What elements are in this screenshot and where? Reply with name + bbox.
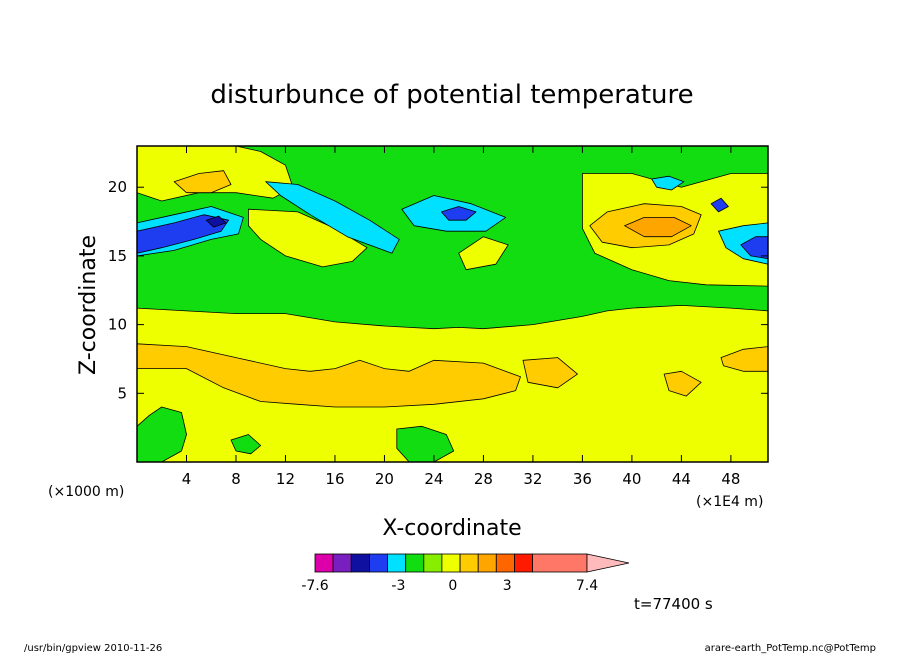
colorbar-tick-label: 0 [448, 578, 457, 594]
time-label: t=77400 s [634, 595, 713, 613]
x-tick-label: 32 [523, 470, 542, 488]
y-tick-label: 15 [108, 247, 127, 265]
contour-region-blue-center [440, 206, 477, 221]
contour-region-navy-left [205, 215, 227, 228]
colorbar-swatch [387, 553, 407, 573]
x-tick-label: 40 [622, 470, 641, 488]
colorbar-swatch [368, 553, 388, 573]
y-tick-label: 10 [108, 316, 127, 334]
colorbar [314, 553, 630, 573]
x-tick-label: 48 [721, 470, 740, 488]
x-unit-label: (×1000 m) [48, 484, 124, 500]
footer-left: /usr/bin/gpview 2010-11-26 [24, 643, 162, 654]
contour-region-right-mid-orange [720, 346, 768, 372]
colorbar-swatch [459, 553, 479, 573]
colorbar-swatch [495, 553, 515, 573]
contour-region-green-bottom-mid [396, 425, 455, 462]
contour-region-left-orange-upper [173, 170, 232, 194]
colorbar-swatch [477, 553, 497, 573]
x-tick-label: 36 [573, 470, 592, 488]
colorbar-tick-label: 7.4 [576, 578, 598, 594]
contour-region-right-orange-small [663, 370, 702, 397]
colorbar-swatch [314, 553, 334, 573]
y-axis-ticks: 5 10 15 20 [108, 178, 768, 402]
contour-region-orange-right-inner [624, 216, 692, 238]
x-axis-title: X-coordinate [382, 516, 521, 541]
x-tick-label: 4 [182, 470, 192, 488]
colorbar-swatch [332, 553, 352, 573]
colorbar-tick-labels: -7.6 -3 0 3 7.4 [301, 578, 598, 594]
x-unit-right-label: (×1E4 m) [696, 494, 763, 510]
contour-region-center-yellow-plume [458, 236, 509, 271]
colorbar-swatch [532, 553, 588, 573]
contour-region-cyan-right-spot [651, 175, 685, 191]
colorbar-tick-label: 3 [503, 578, 512, 594]
x-tick-label: 12 [276, 470, 295, 488]
y-tick-label: 5 [117, 384, 127, 402]
x-tick-label: 24 [424, 470, 443, 488]
contour-regions [137, 146, 768, 462]
colorbar-tick-label: -7.6 [301, 578, 328, 594]
chart-title: disturbunce of potential temperature [210, 80, 693, 110]
plot-frame [136, 145, 769, 463]
contour-region-blue-left [137, 214, 230, 254]
y-tick-label: 20 [108, 178, 127, 196]
x-tick-label: 44 [672, 470, 691, 488]
contour-region-blue-right [740, 236, 768, 260]
colorbar-extend-arrow [586, 553, 630, 573]
contour-region-lower-orange-band [137, 343, 521, 408]
colorbar-swatch [405, 553, 425, 573]
x-axis-ticks: 4 8 12 16 20 24 28 32 36 40 44 48 [182, 146, 740, 488]
contour-region-blue-right-spot [710, 197, 729, 213]
contour-region-right-orange-blob [522, 357, 578, 389]
colorbar-swatch [514, 553, 534, 573]
colorbar-swatch [441, 553, 461, 573]
y-axis-title: Z-coordinate [76, 235, 101, 375]
x-tick-label: 16 [325, 470, 344, 488]
colorbar-swatch [350, 553, 370, 573]
contour-region-cyan-ribbon [265, 181, 400, 254]
x-tick-label: 8 [231, 470, 241, 488]
contour-region-green-bottom-left2 [230, 434, 262, 455]
x-tick-label: 28 [474, 470, 493, 488]
plot-area [137, 146, 768, 462]
contour-region-green-bottom-left [137, 406, 187, 462]
x-tick-label: 20 [375, 470, 394, 488]
footer-right: arare-earth_PotTemp.nc@PotTemp [705, 643, 876, 654]
contour-region-mid-yellow-plume [247, 208, 368, 268]
colorbar-tick-label: -3 [391, 578, 405, 594]
colorbar-swatch [423, 553, 443, 573]
